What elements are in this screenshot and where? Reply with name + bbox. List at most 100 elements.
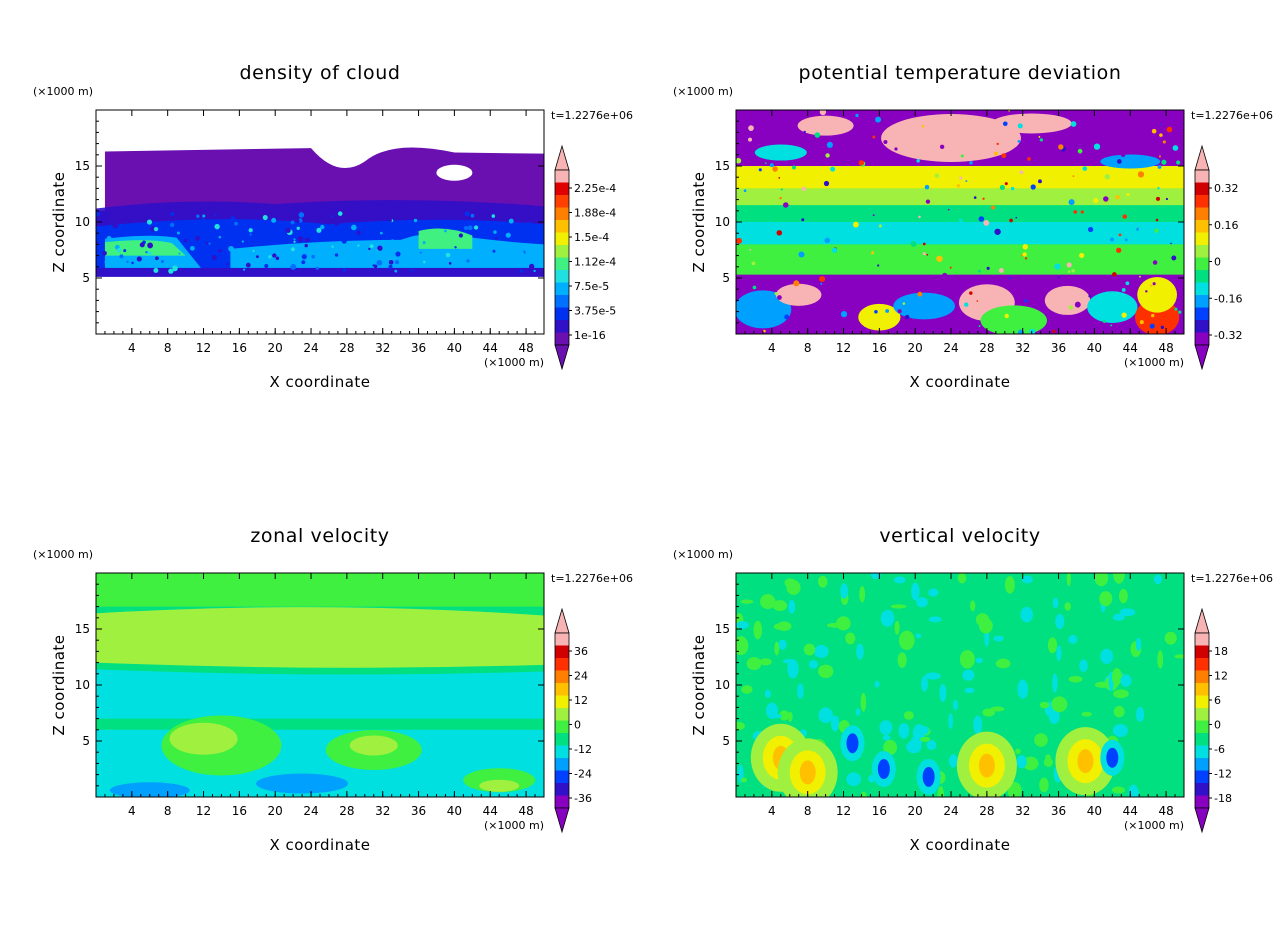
colorbar-swatch	[555, 745, 569, 759]
colorbar-swatch	[555, 770, 569, 784]
colorbar-label: 0	[1214, 719, 1221, 732]
colorbar-label: -0.16	[1214, 292, 1242, 305]
x-tick-label: 28	[339, 341, 354, 355]
contour-field	[96, 147, 544, 277]
colorbar-swatch	[555, 783, 569, 796]
time-label: t=1.2276e+06	[1191, 572, 1273, 585]
colorbar-label: 0.16	[1214, 219, 1239, 232]
colorbar-swatch	[1195, 232, 1209, 246]
x-tick-label: 40	[447, 804, 462, 818]
colorbar-swatch	[1195, 633, 1209, 646]
colorbar-label: 24	[574, 670, 588, 683]
y-tick-label: 15	[75, 159, 90, 173]
colorbar-swatch	[1195, 320, 1209, 333]
colorbar-swatch	[555, 645, 569, 659]
colorbar-label: 1.12e-4	[574, 256, 616, 269]
y-axis-title: Z coordinate	[690, 634, 708, 735]
x-tick-label: 8	[164, 341, 172, 355]
colorbar-swatch	[555, 332, 569, 346]
colorbar-label: 1.88e-4	[574, 207, 616, 220]
chart-title: vertical velocity	[879, 525, 1040, 547]
x-tick-label: 32	[1015, 341, 1030, 355]
colorbar-swatch	[1195, 695, 1209, 709]
colorbar-swatch	[1195, 182, 1209, 196]
chart-title: zonal velocity	[250, 525, 389, 547]
x-unit-label: (×1000 m)	[1124, 356, 1184, 369]
x-tick-label: 8	[804, 804, 812, 818]
x-tick-label: 28	[979, 804, 994, 818]
colorbar-swatch	[555, 295, 569, 308]
colorbar-swatch	[1195, 332, 1209, 346]
x-unit-label: (×1000 m)	[1124, 819, 1184, 832]
colorbar-label: 1.5e-4	[574, 231, 609, 244]
colorbar: 1e-16 3.75e-5 7.5e-5 1.12e-4 1.5e-4 1.88e-4 2.…	[554, 144, 616, 371]
colorbar-swatch	[1195, 257, 1209, 271]
colorbar-swatch	[1195, 658, 1209, 671]
y-axis-ticks: 5 10 15	[75, 120, 544, 324]
x-tick-label: 24	[303, 341, 318, 355]
colorbar-swatch	[1195, 708, 1209, 721]
chart-panel-vertical-velocity: vertical velocity (×1000 m) t=1.2276e+06…	[640, 463, 1280, 926]
chart-svg: vertical velocity (×1000 m) t=1.2276e+06…	[673, 525, 1273, 854]
x-tick-label: 16	[232, 804, 247, 818]
x-axis-ticks: 4 8 12 16 20 24 28 32 36 40 44 48	[104, 573, 536, 818]
x-tick-label: 36	[1051, 341, 1066, 355]
colorbar-swatch	[555, 633, 569, 646]
x-tick-label: 36	[411, 804, 426, 818]
y-unit-label: (×1000 m)	[33, 85, 93, 98]
time-label: t=1.2276e+06	[1191, 109, 1273, 122]
colorbar-bottom-arrow	[554, 807, 570, 834]
x-tick-label: 24	[943, 804, 958, 818]
x-axis-ticks: 4 8 12 16 20 24 28 32 36 40 44 48	[744, 573, 1176, 818]
colorbar-swatch	[555, 758, 569, 771]
x-tick-label: 20	[268, 341, 283, 355]
x-tick-label: 20	[908, 804, 923, 818]
x-tick-label: 16	[872, 341, 887, 355]
x-tick-label: 16	[872, 804, 887, 818]
y-unit-label: (×1000 m)	[33, 548, 93, 561]
colorbar-swatch	[555, 708, 569, 721]
colorbar-top-arrow	[1194, 607, 1210, 634]
x-tick-label: 24	[303, 804, 318, 818]
x-tick-label: 4	[128, 804, 136, 818]
colorbar-swatch	[1195, 670, 1209, 684]
colorbar-label: 1e-16	[574, 329, 606, 342]
colorbar-label: 36	[574, 645, 588, 658]
x-tick-label: 48	[518, 341, 533, 355]
y-unit-label: (×1000 m)	[673, 85, 733, 98]
y-tick-label: 10	[715, 678, 730, 692]
contour-field	[736, 110, 1184, 334]
colorbar-swatch	[555, 195, 569, 208]
x-axis-title: X coordinate	[269, 836, 370, 854]
colorbar-label: -18	[1214, 792, 1232, 805]
colorbar-swatch	[555, 795, 569, 809]
colorbar-swatch	[555, 683, 569, 696]
x-tick-label: 8	[164, 804, 172, 818]
colorbar-swatch	[1195, 720, 1209, 734]
colorbar: -18 -12 -6 0 6 12 18	[1194, 607, 1232, 834]
y-tick-label: 5	[82, 271, 90, 285]
x-tick-label: 12	[836, 804, 851, 818]
x-tick-label: 32	[375, 804, 390, 818]
x-tick-label: 44	[1123, 341, 1138, 355]
x-tick-label: 48	[1158, 804, 1173, 818]
x-tick-label: 20	[268, 804, 283, 818]
colorbar-bottom-arrow	[554, 344, 570, 371]
colorbar-swatch	[555, 658, 569, 671]
x-tick-label: 4	[768, 804, 776, 818]
colorbar-swatch	[555, 270, 569, 283]
x-tick-label: 4	[768, 341, 776, 355]
colorbar-bottom-arrow	[1194, 807, 1210, 834]
x-unit-label: (×1000 m)	[484, 356, 544, 369]
y-tick-label: 5	[722, 734, 730, 748]
x-tick-label: 40	[447, 341, 462, 355]
colorbar-swatch	[1195, 270, 1209, 283]
y-tick-label: 10	[715, 215, 730, 229]
colorbar-swatch	[1195, 220, 1209, 233]
colorbar-label: 0	[1214, 256, 1221, 269]
colorbar-swatch	[1195, 245, 1209, 258]
x-tick-label: 20	[908, 341, 923, 355]
colorbar-swatch	[1195, 795, 1209, 809]
x-tick-label: 44	[483, 341, 498, 355]
